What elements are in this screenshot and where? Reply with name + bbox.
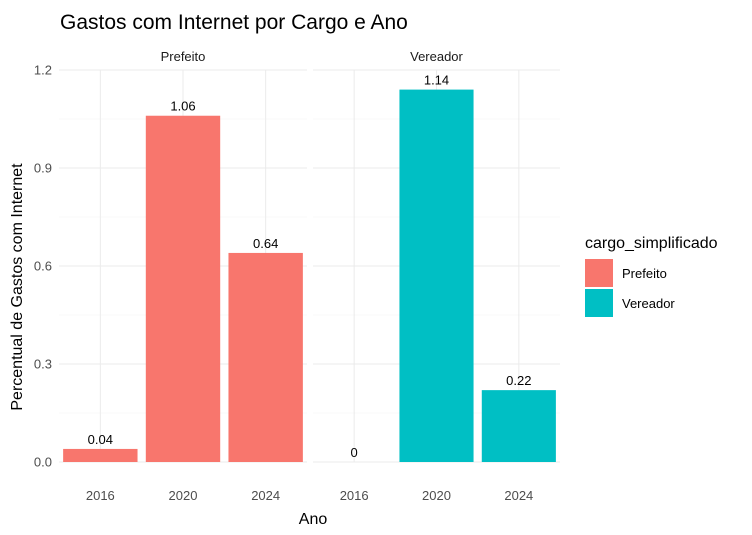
x-tick-label: 2016 <box>340 488 369 503</box>
bar-vereador-2024 <box>481 390 556 462</box>
panel-vereador: Vereador 0 1.14 0.22 2016 2020 2024 <box>313 49 560 503</box>
data-label: 0.22 <box>506 373 531 388</box>
x-tick-label: 2020 <box>169 488 198 503</box>
bar-vereador-2020 <box>399 89 474 462</box>
x-tick-label: 2020 <box>422 488 451 503</box>
x-tick-label: 2024 <box>251 488 280 503</box>
data-label: 0.64 <box>253 236 278 251</box>
x-tick-label: 2016 <box>86 488 115 503</box>
chart-title: Gastos com Internet por Cargo e Ano <box>60 11 408 34</box>
legend-item-label: Vereador <box>622 296 675 311</box>
y-tick-label: 0.0 <box>34 455 52 470</box>
data-label: 0.04 <box>88 432 113 447</box>
x-tick-label: 2024 <box>504 488 533 503</box>
bar-prefeito-2016 <box>63 448 138 462</box>
legend-swatch-vereador <box>585 289 613 317</box>
bar-prefeito-2024 <box>228 252 303 462</box>
facet-strip-label: Vereador <box>410 49 463 64</box>
y-tick-label: 0.9 <box>34 161 52 176</box>
x-axis-label: Ano <box>299 511 328 528</box>
legend-item-label: Prefeito <box>622 266 667 281</box>
data-label: 1.06 <box>170 99 195 114</box>
bar-prefeito-2020 <box>145 115 221 462</box>
facet-strip-label: Prefeito <box>161 49 206 64</box>
panel-prefeito: Prefeito 0.04 1.06 0.64 2016 2020 2024 <box>59 49 307 503</box>
legend: cargo_simplificado Prefeito Vereador <box>585 235 718 317</box>
y-tick-label: 0.3 <box>34 357 52 372</box>
data-label: 0 <box>351 445 358 460</box>
y-axis-label: Percentual de Gastos com Internet <box>9 163 26 411</box>
legend-title: cargo_simplificado <box>585 235 718 252</box>
y-tick-label: 0.6 <box>34 259 52 274</box>
legend-swatch-prefeito <box>585 259 613 287</box>
y-tick-label: 1.2 <box>34 63 52 78</box>
data-label: 1.14 <box>424 73 449 88</box>
